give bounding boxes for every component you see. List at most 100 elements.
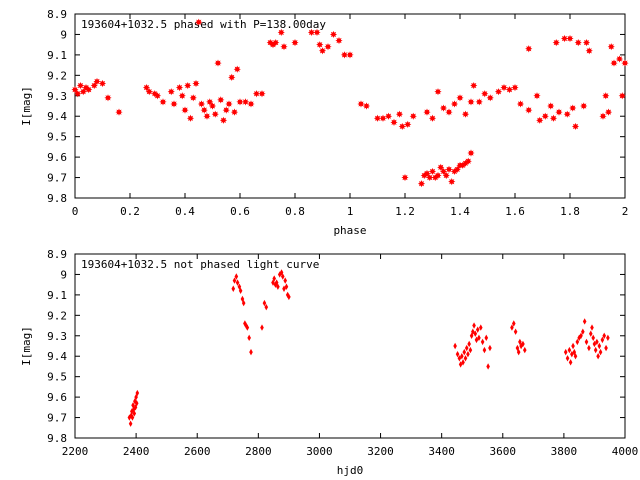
data-point (615, 55, 624, 63)
data-point (241, 299, 246, 307)
data-point (604, 108, 613, 116)
x-tick-label: 0 (72, 205, 79, 218)
y-tick-label: 8.9 (47, 8, 67, 21)
data-point (445, 165, 453, 173)
data-point (329, 30, 338, 39)
data-point (585, 47, 593, 55)
data-point (90, 81, 98, 90)
x-tick-label: 0.6 (230, 205, 250, 218)
x-axis-label: hjd0 (337, 464, 364, 477)
data-point (134, 400, 139, 407)
data-point (481, 90, 489, 98)
data-point (373, 114, 382, 122)
data-point (582, 39, 591, 47)
y-tick-label: 9.2 (47, 309, 67, 322)
data-point (335, 36, 343, 45)
data-point (260, 324, 264, 331)
y-tick-label: 9.4 (47, 350, 67, 363)
data-point (217, 96, 225, 104)
data-point (379, 114, 387, 122)
x-tick-label: 1.4 (450, 205, 470, 218)
x-tick-label: 3400 (428, 445, 455, 458)
data-point (486, 363, 490, 370)
axis-ticks: 0 0.2 0.4 0.6 0.8 1 1.2 1.4 1.6 1.8 2 8.9 9 9.1 9.2 9.3… (47, 8, 628, 218)
data-point (621, 59, 629, 67)
data-point (130, 414, 135, 421)
data-point (453, 165, 461, 173)
data-point (313, 28, 321, 36)
data-point (547, 102, 555, 110)
data-point (384, 112, 393, 120)
y-tick-label: 8.9 (47, 248, 67, 261)
y-tick-label: 9.8 (47, 432, 67, 445)
x-tick-label: 3600 (490, 445, 517, 458)
data-points (127, 269, 610, 427)
data-point (482, 346, 487, 354)
y-axis-label: I[mag] (20, 326, 33, 366)
data-point (607, 43, 615, 51)
data-point (93, 77, 101, 86)
data-point (245, 324, 250, 331)
data-point (283, 277, 288, 284)
y-tick-label: 9 (60, 28, 67, 41)
data-point (276, 283, 280, 290)
data-point (584, 338, 589, 346)
data-point (439, 104, 448, 112)
data-point (453, 342, 457, 350)
data-point (277, 28, 285, 36)
data-point (324, 43, 332, 51)
data-point (494, 88, 503, 96)
data-point (423, 108, 431, 116)
data-point (467, 149, 475, 157)
data-point (236, 98, 244, 106)
x-tick-label: 1.6 (505, 205, 525, 218)
data-point (247, 334, 251, 342)
data-point (262, 299, 267, 307)
data-point (238, 287, 243, 294)
data-point (567, 346, 572, 354)
data-point (104, 94, 112, 102)
data-point (264, 303, 269, 311)
data-point (175, 84, 184, 92)
x-tick-label: 4000 (612, 445, 639, 458)
y-tick-label: 9.1 (47, 49, 67, 62)
data-point (170, 100, 178, 108)
data-point (228, 73, 236, 81)
data-point (549, 114, 558, 122)
data-point (582, 318, 587, 325)
x-tick-label: 1.2 (395, 205, 415, 218)
data-points (71, 18, 629, 188)
data-point (477, 334, 481, 342)
data-point (131, 402, 135, 409)
data-point (580, 102, 588, 110)
data-point (515, 344, 520, 352)
data-point (362, 102, 371, 110)
data-point (232, 277, 237, 284)
data-point (461, 110, 470, 118)
data-point (462, 348, 467, 356)
unphased-light-curve-panel: 193604+1032.5 not phased light curve hjd… (20, 248, 638, 477)
data-point (132, 410, 137, 417)
data-point (145, 88, 153, 96)
data-point (178, 92, 186, 100)
data-point (505, 86, 514, 94)
data-point (153, 92, 162, 100)
data-point (574, 39, 582, 47)
data-point (606, 334, 610, 342)
data-point (274, 279, 279, 286)
data-point (280, 273, 285, 280)
x-tick-label: 0.8 (285, 205, 305, 218)
data-point (208, 102, 217, 110)
data-point (597, 342, 602, 350)
data-point (571, 122, 580, 131)
data-point (401, 173, 409, 182)
data-point (85, 86, 93, 94)
data-point (488, 344, 492, 352)
data-point (475, 326, 480, 333)
data-point (460, 353, 464, 360)
data-point (573, 353, 578, 360)
data-point (516, 100, 525, 108)
y-tick-label: 9.7 (47, 412, 67, 425)
data-point (280, 43, 288, 51)
data-point (602, 92, 610, 100)
